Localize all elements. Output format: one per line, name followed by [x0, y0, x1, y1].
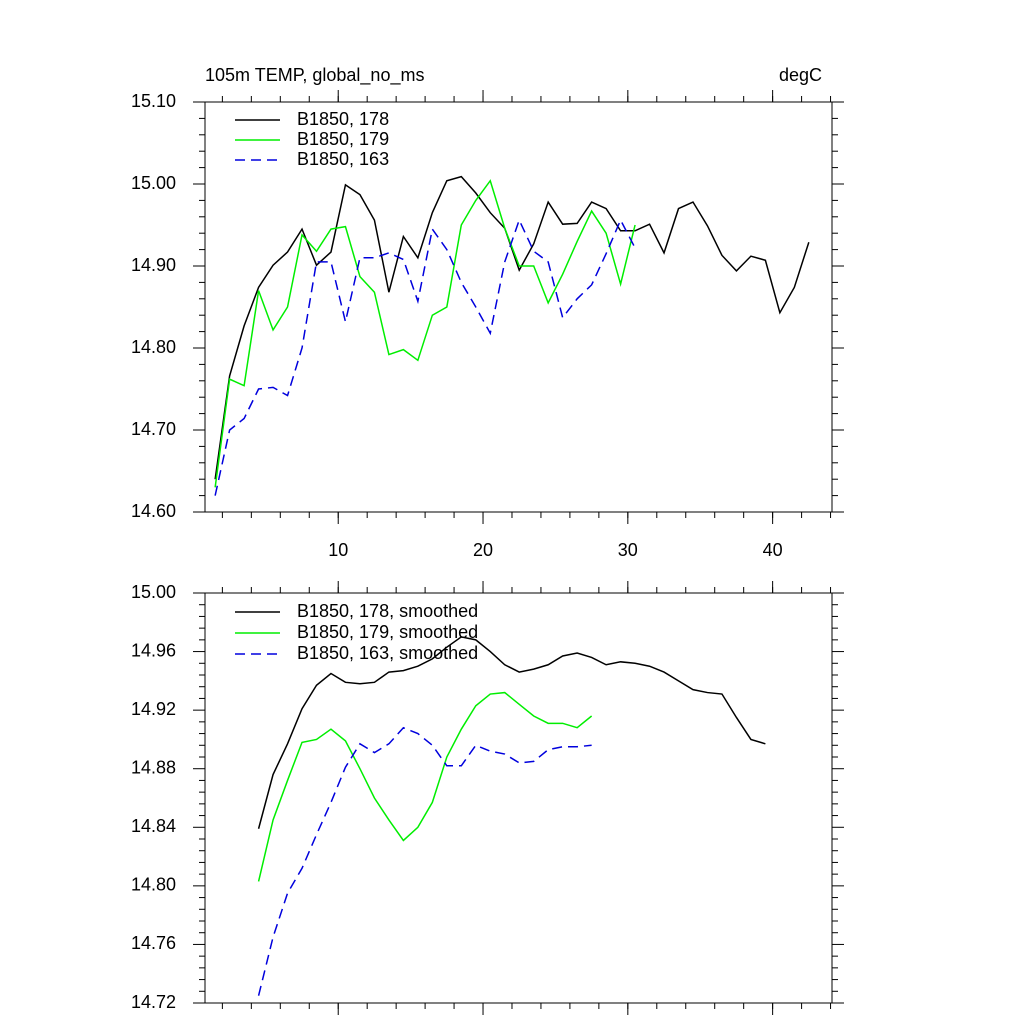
y-tick-label: 14.92 [131, 699, 176, 719]
chart-title: 105m TEMP, global_no_ms [205, 65, 424, 86]
y-tick-label: 15.10 [131, 91, 176, 111]
x-tick-label: 30 [618, 540, 638, 560]
data-line [214, 218, 636, 496]
y-tick-label: 14.84 [131, 816, 176, 836]
units-label: degC [779, 65, 822, 85]
plot-frame [204, 592, 833, 1004]
plot-frame [204, 101, 833, 513]
x-tick-label: 20 [473, 540, 493, 560]
y-tick-label: 14.72 [131, 992, 176, 1012]
x-tick-label: 10 [328, 540, 348, 560]
y-tick-label: 15.00 [131, 582, 176, 602]
legend-label: B1850, 163, smoothed [297, 643, 478, 663]
y-tick-label: 14.90 [131, 255, 176, 275]
legend-label: B1850, 178 [297, 109, 389, 129]
y-tick-label: 14.80 [131, 337, 176, 357]
y-tick-label: 14.76 [131, 933, 176, 953]
data-line [257, 636, 766, 829]
legend-label: B1850, 163 [297, 149, 389, 169]
y-tick-label: 14.88 [131, 757, 176, 777]
y-tick-label: 15.00 [131, 173, 176, 193]
legend-label: B1850, 178, smoothed [297, 601, 478, 621]
y-tick-label: 14.60 [131, 501, 176, 521]
legend-label: B1850, 179 [297, 129, 389, 149]
data-line [214, 175, 810, 480]
legend-label: B1850, 179, smoothed [297, 622, 478, 642]
data-line [257, 691, 593, 882]
data-line [257, 726, 592, 996]
y-tick-label: 14.70 [131, 419, 176, 439]
y-tick-label: 14.80 [131, 875, 176, 895]
data-line [214, 179, 636, 488]
x-tick-label: 40 [763, 540, 783, 560]
y-tick-label: 14.96 [131, 640, 176, 660]
